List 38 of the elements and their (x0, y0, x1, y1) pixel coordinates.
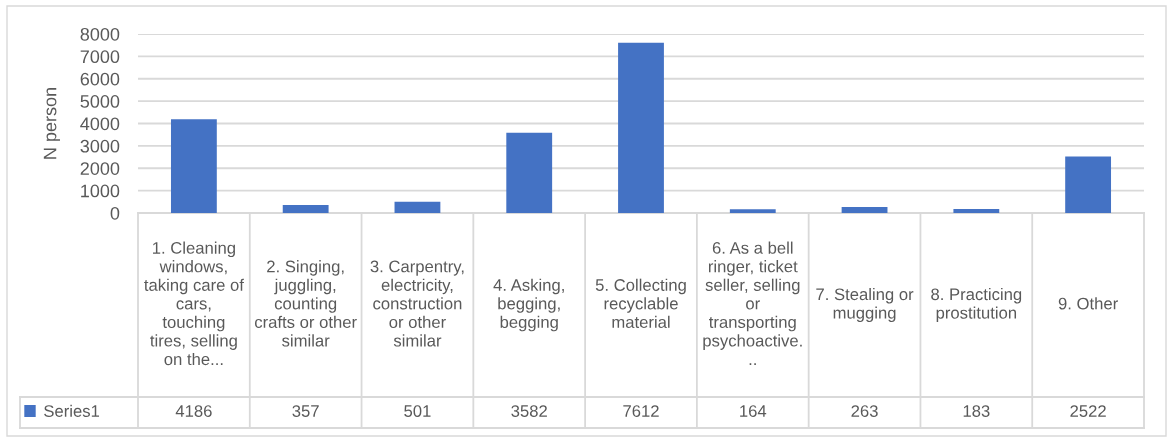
x-tick-label: 8. Practicing prostitution (931, 287, 1022, 323)
data-label: 357 (292, 405, 319, 417)
y-tick-label: 2000 (80, 162, 120, 175)
data-label: 4186 (175, 405, 212, 417)
bar (1065, 156, 1112, 213)
data-label: 164 (740, 405, 767, 417)
y-axis-title: N person (43, 88, 60, 159)
y-tick-label: 1000 (81, 184, 120, 198)
y-tick-label: 0 (110, 206, 120, 220)
y-tick-label: 4000 (80, 117, 120, 131)
bar (170, 119, 217, 213)
bar (729, 209, 776, 213)
data-label: 3582 (511, 405, 547, 417)
y-tick-label: 3000 (80, 139, 120, 153)
data-label: 263 (851, 405, 878, 417)
x-tick-label: 2. Singing, juggling, counting crafts or other similar (254, 260, 357, 347)
y-tick-label: 6000 (80, 72, 120, 86)
x-tick-label: 9. Other (1058, 297, 1118, 310)
x-tick-label: 6. As a bell ringer, ticket seller, selling or transporting psychoactive... (703, 241, 802, 365)
data-label: 2522 (1070, 405, 1106, 417)
bar (841, 207, 888, 213)
x-tick-label: 7. Stealing or mugging (816, 287, 914, 323)
x-tick-label: 5. Collecting recyclable material (595, 278, 686, 329)
y-tick-label: 5000 (80, 95, 120, 108)
bar (953, 208, 1000, 213)
bar (506, 132, 553, 213)
x-tick-label: 3. Carpentry, electricity, construction or other similar (370, 260, 464, 347)
bar (394, 201, 441, 213)
x-tick-label: 1. Cleaning windows, taking care of cars, touching tires, selling on the... (144, 241, 244, 366)
data-label: 501 (404, 405, 431, 417)
x-tick-label: 4. Asking, begging, begging (493, 278, 564, 332)
y-tick-label: 7000 (80, 50, 120, 64)
bar (282, 205, 329, 213)
data-label: 183 (963, 405, 990, 417)
legend-label: Series1 (44, 404, 100, 417)
bar (618, 42, 664, 213)
y-tick-label: 8000 (80, 27, 120, 41)
data-label: 7612 (623, 405, 659, 417)
